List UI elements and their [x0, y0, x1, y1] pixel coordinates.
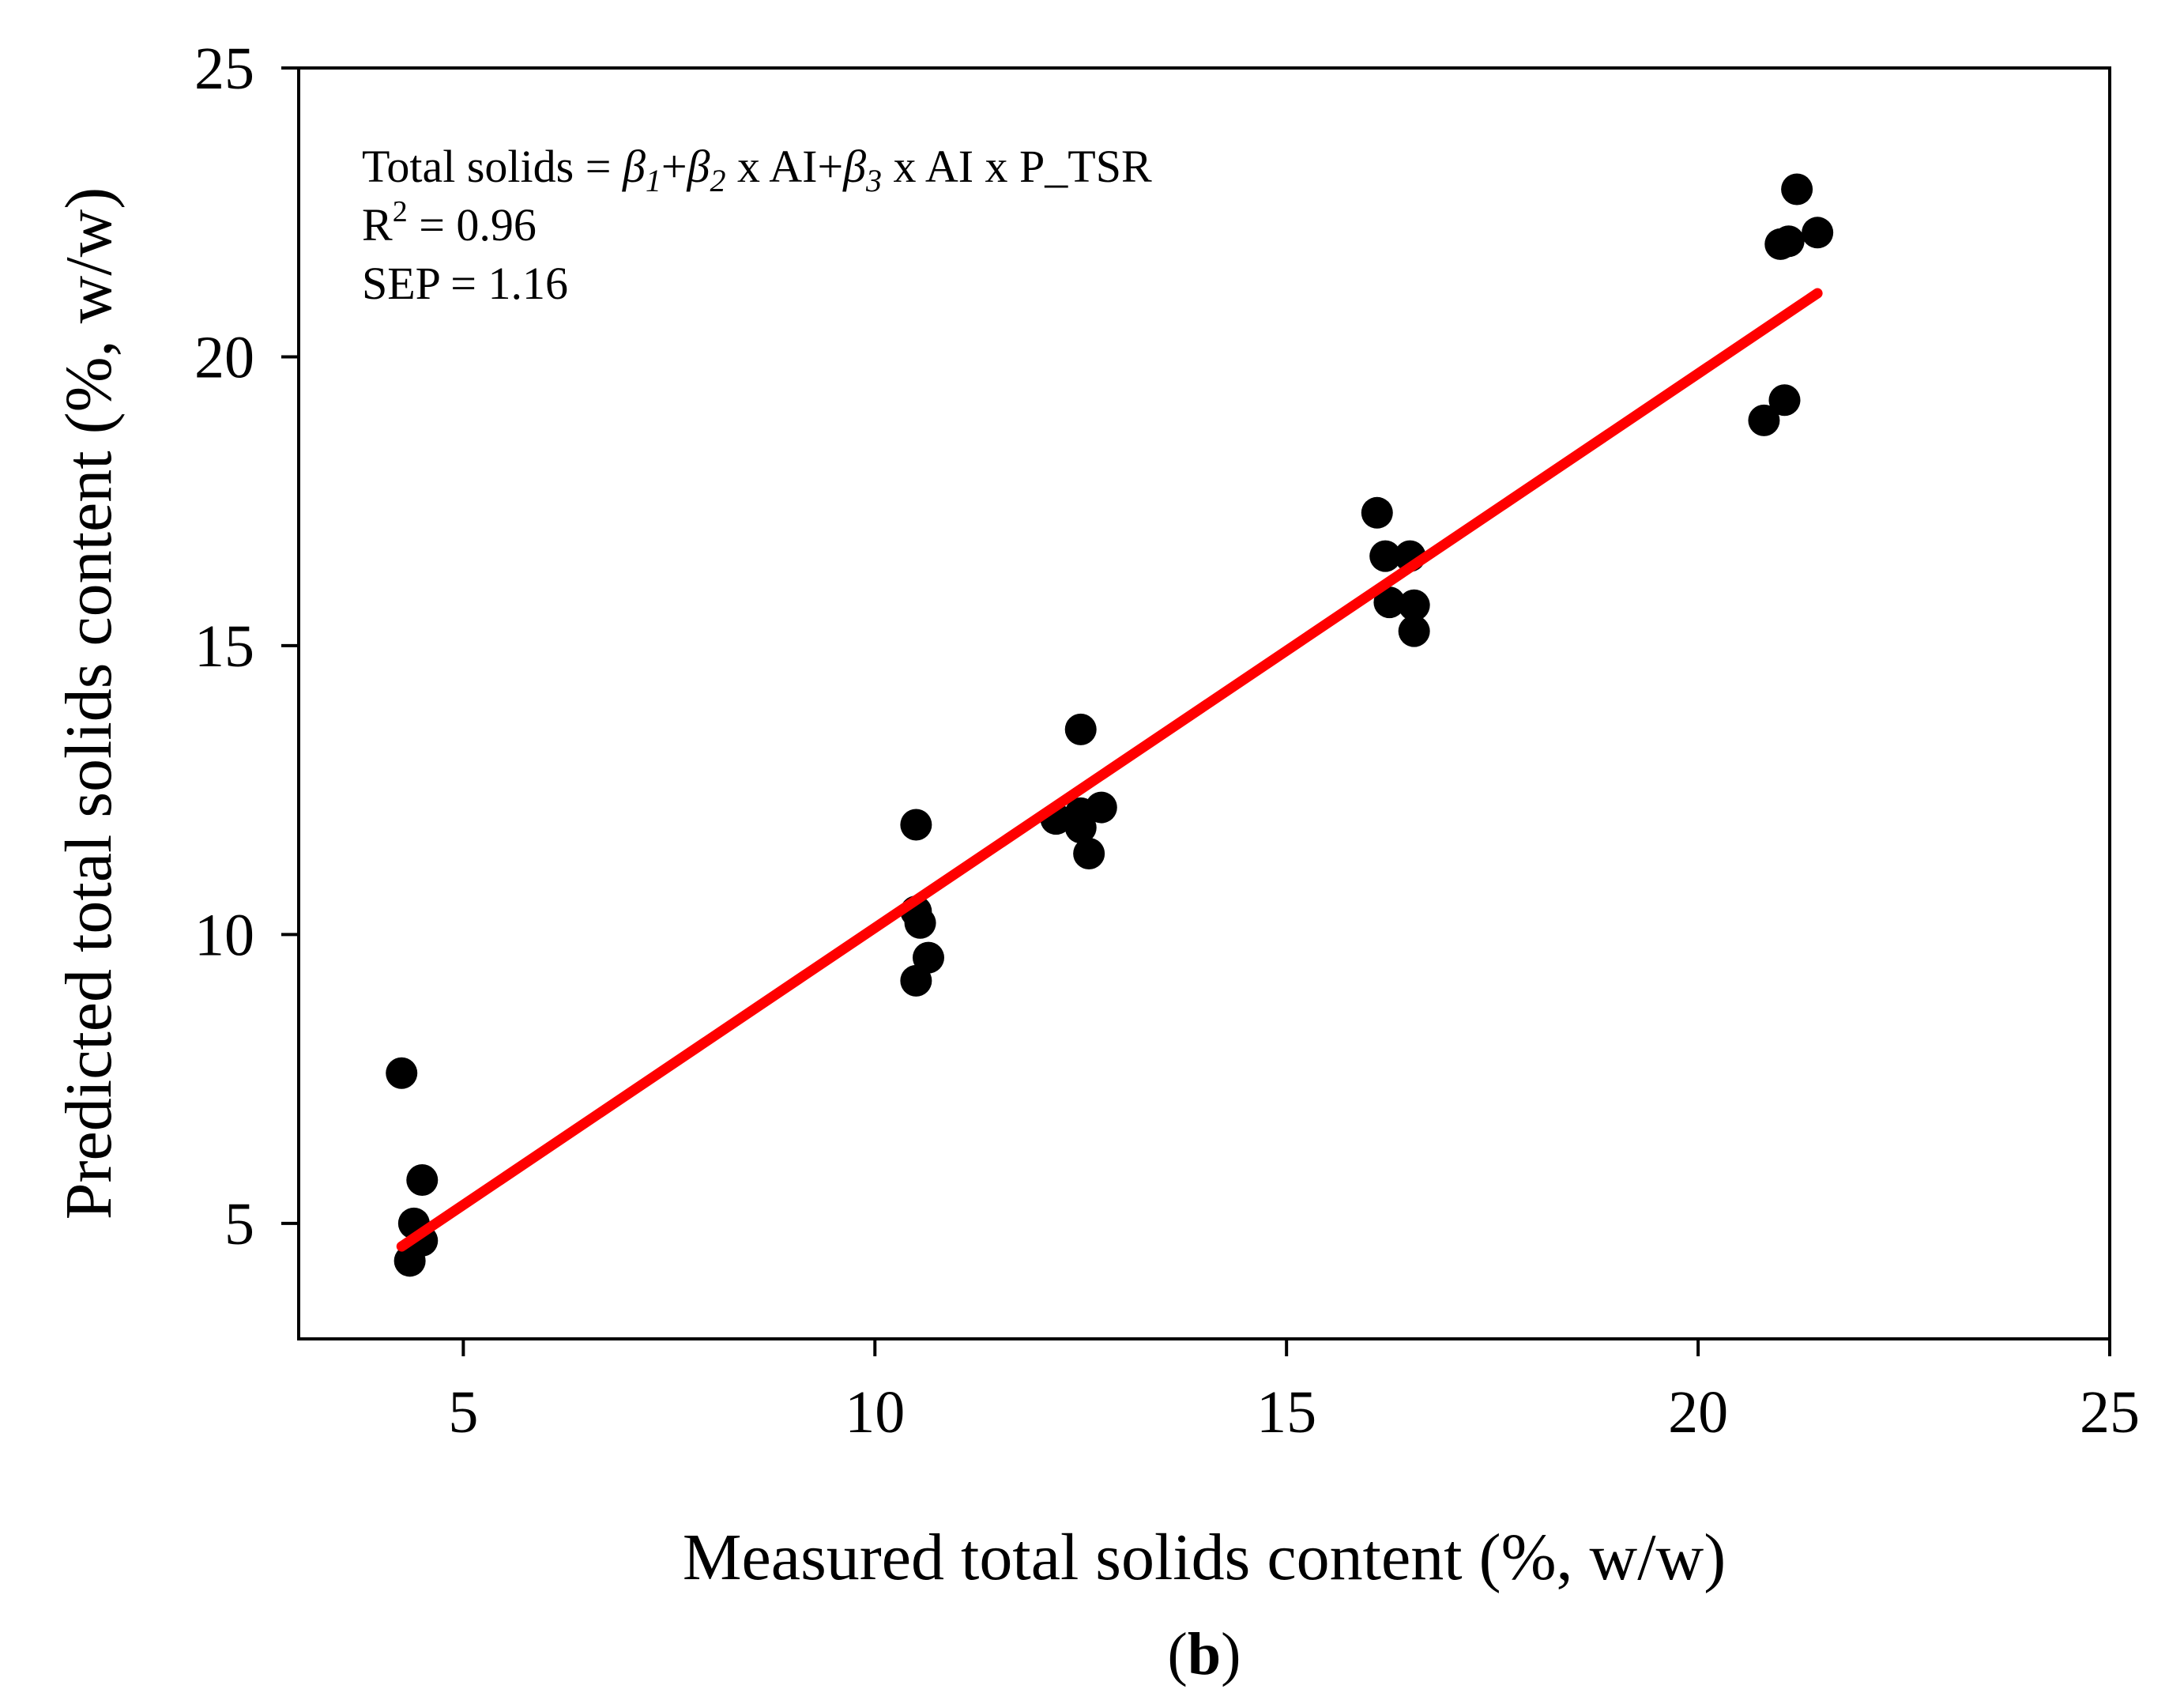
data-point — [900, 809, 932, 841]
x-tick-label: 25 — [2080, 1379, 2140, 1446]
x-tick-label: 10 — [845, 1379, 905, 1446]
data-point — [1781, 173, 1813, 205]
y-tick-label: 10 — [194, 902, 254, 968]
data-point — [386, 1057, 418, 1089]
x-axis-title: Measured total solids content (%, w/w) — [683, 1521, 1726, 1594]
sep-text: SEP = 1.16 — [362, 258, 568, 309]
data-point — [1073, 838, 1105, 870]
data-point — [1398, 615, 1430, 647]
data-point — [912, 941, 944, 974]
plot-frame — [297, 66, 2111, 1340]
x-tick-label: 15 — [1256, 1379, 1316, 1446]
data-point — [1085, 791, 1117, 824]
equation-text: Total solids = β1+β2 x AI+β3 x AI x P_TS… — [362, 141, 1152, 198]
panel-label: (b) — [1168, 1621, 1241, 1687]
data-points — [386, 173, 1834, 1277]
data-point — [393, 1245, 426, 1277]
data-point — [1768, 384, 1801, 417]
data-point — [1802, 217, 1834, 249]
y-axis-title: Predicted total solids content (%, w/w) — [52, 187, 126, 1220]
data-point — [1064, 713, 1097, 745]
x-axis-ticks: 5 10 15 20 25 — [448, 1339, 2140, 1446]
x-tick-label: 5 — [448, 1379, 478, 1446]
y-tick-label: 5 — [224, 1191, 254, 1257]
data-point — [1764, 228, 1797, 260]
fit-line-group — [396, 288, 1823, 1252]
y-tick-label: 25 — [194, 36, 254, 102]
data-point — [406, 1164, 439, 1196]
data-point — [1369, 540, 1402, 572]
data-point — [1373, 586, 1406, 619]
y-tick-label: 20 — [194, 324, 254, 390]
data-point — [1748, 404, 1780, 436]
data-point — [900, 964, 932, 997]
y-tick-label: 15 — [194, 613, 254, 680]
x-tick-label: 20 — [1668, 1379, 1728, 1446]
data-point — [1361, 496, 1393, 529]
r-squared-text: R2 = 0.96 — [362, 195, 537, 251]
fit-line — [396, 288, 1823, 1252]
data-point — [1064, 812, 1097, 844]
data-point — [904, 907, 936, 939]
data-point — [1398, 589, 1430, 621]
y-axis-ticks: 5 10 15 20 25 — [194, 36, 299, 1257]
